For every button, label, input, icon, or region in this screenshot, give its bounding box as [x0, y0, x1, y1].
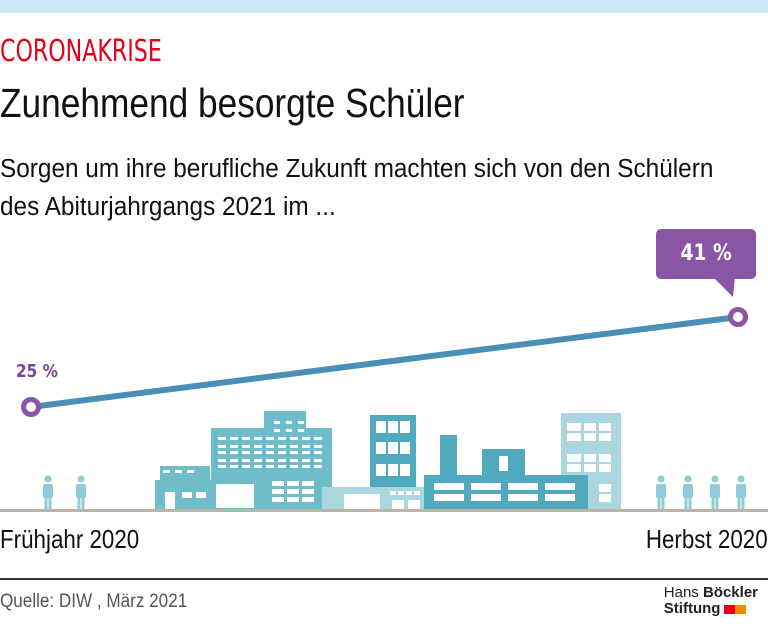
logo-text-boeckler: Böckler — [702, 584, 758, 601]
person-icon — [736, 475, 746, 509]
logo-color-bar-icon — [724, 604, 747, 614]
chart-subtitle: Sorgen um ihre berufliche Zukunft machte… — [0, 155, 714, 221]
source-note: Quelle: DIW , März 2021 — [0, 591, 188, 612]
logo-text-hans: Hans — [663, 584, 703, 601]
city-skyline-illustration — [155, 411, 621, 510]
person-icon — [76, 475, 86, 509]
person-icon — [683, 475, 693, 509]
publisher-logo: Hans Böckler Stiftung — [664, 585, 758, 617]
person-icon — [43, 475, 53, 509]
x-label-start: Frühjahr 2020 — [0, 524, 140, 554]
person-icon — [656, 475, 666, 509]
data-point-end — [728, 307, 748, 327]
person-icon — [710, 475, 720, 509]
start-value-label: 25 % — [16, 361, 58, 382]
ground-line — [0, 509, 768, 512]
data-point-start — [21, 397, 41, 417]
x-label-end: Herbst 2020 — [646, 524, 768, 554]
trend-line — [28, 314, 741, 410]
student-figures — [43, 475, 746, 509]
callout-pointer — [712, 276, 735, 297]
top-accent-bar — [0, 0, 768, 13]
end-value-label: 41 % — [680, 241, 732, 266]
footer-divider — [0, 578, 768, 580]
office-windows — [216, 437, 322, 508]
chart-title: Zunehmend besorgte Schüler — [0, 80, 465, 126]
logo-text-stiftung: Stiftung — [663, 600, 721, 617]
end-value-callout: 41 % — [656, 229, 756, 279]
kicker-label: CORONAKRISE — [0, 34, 162, 69]
